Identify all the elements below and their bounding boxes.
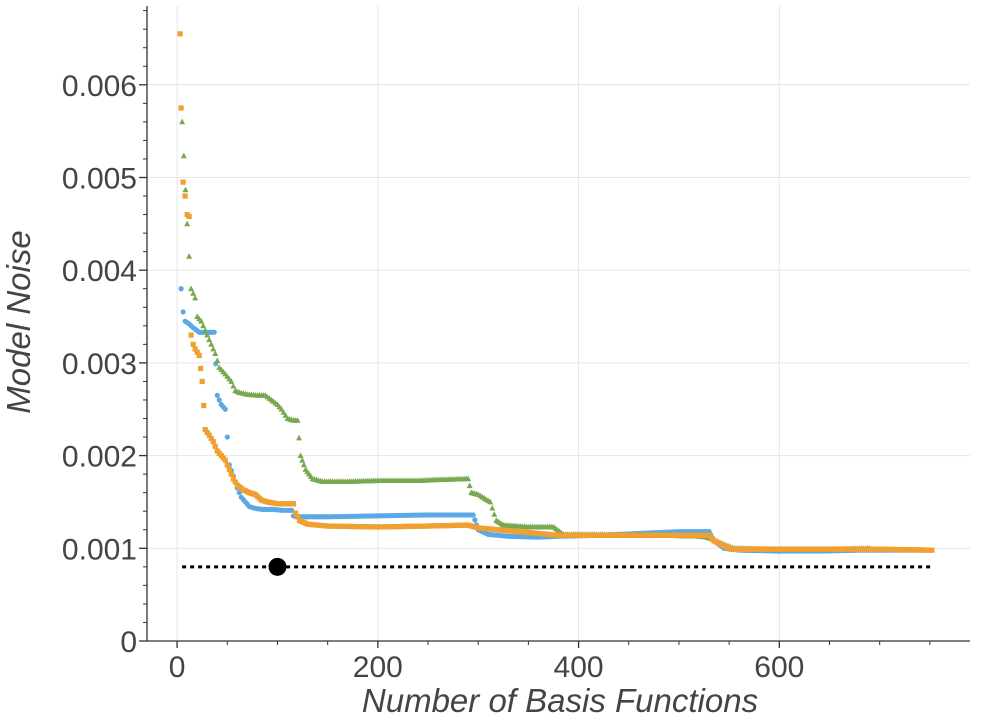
data-point	[210, 439, 216, 445]
data-point	[224, 462, 230, 468]
data-point	[214, 392, 220, 398]
data-point	[192, 294, 199, 301]
ticks: 0 200 400 600 0 0.001 0.002 0.003 0.004 0.005 0.00…	[62, 10, 931, 684]
y-tick-label: 0.003	[62, 348, 137, 381]
y-tick-label: 0.001	[62, 533, 137, 566]
data-point	[226, 466, 232, 473]
data-point	[489, 504, 496, 511]
grid	[147, 6, 970, 641]
data-point	[194, 349, 200, 355]
data-point	[180, 152, 187, 159]
data-point	[202, 327, 209, 333]
data-point	[466, 482, 473, 489]
data-point	[236, 490, 242, 496]
data-point	[232, 479, 238, 485]
data-point	[186, 253, 193, 259]
data-point	[300, 461, 307, 468]
y-tick-label: 0	[120, 626, 137, 659]
data-point	[184, 220, 191, 227]
data-point	[202, 427, 208, 433]
data-point	[470, 512, 476, 518]
y-tick-label: 0.004	[62, 255, 137, 288]
data-point	[200, 322, 207, 329]
data-point	[222, 406, 228, 412]
data-point	[297, 452, 304, 458]
data-point	[199, 378, 205, 385]
y-tick-label: 0.002	[62, 441, 137, 474]
data-point	[190, 341, 196, 347]
x-tick-label: 400	[554, 651, 604, 684]
data-point	[178, 286, 184, 292]
series-1	[179, 118, 873, 552]
data-point	[299, 457, 306, 463]
data-point	[288, 507, 295, 513]
data-point	[188, 332, 194, 338]
data-point	[465, 475, 472, 482]
data-point	[212, 350, 219, 357]
data-point	[196, 352, 202, 359]
data-point	[487, 498, 494, 505]
data-point	[292, 510, 299, 516]
data-point	[214, 357, 221, 363]
data-point	[216, 397, 222, 403]
data-point	[206, 432, 212, 438]
data-point	[294, 417, 301, 423]
data-point	[192, 346, 198, 352]
series-2	[177, 31, 935, 553]
data-point	[211, 329, 217, 335]
data-point	[296, 434, 303, 441]
y-axis-title: Model Noise	[0, 230, 37, 413]
x-axis-title: Number of Basis Functions	[362, 682, 758, 719]
data-point	[178, 105, 184, 111]
data-point	[177, 31, 183, 37]
data-point	[472, 517, 478, 523]
data-point	[186, 213, 192, 220]
y-tick-label: 0.006	[62, 70, 137, 103]
series-4	[268, 557, 287, 576]
data-point	[222, 457, 228, 463]
data-point	[182, 193, 188, 199]
data-point	[491, 511, 498, 517]
data-point	[208, 435, 214, 442]
data-point	[188, 285, 195, 292]
data-point	[180, 309, 186, 315]
data-point	[230, 476, 236, 482]
data-point	[208, 341, 215, 347]
data-point	[201, 402, 207, 409]
highlight-point	[268, 557, 287, 576]
data-point	[204, 429, 210, 436]
x-tick-label: 600	[754, 651, 804, 684]
data-point	[210, 345, 217, 352]
x-tick-label: 0	[169, 651, 186, 684]
data-point	[228, 378, 235, 384]
data-point	[206, 336, 213, 343]
data-point	[180, 179, 186, 185]
data-point	[198, 365, 204, 372]
data-point	[294, 514, 301, 520]
plot-area	[177, 31, 935, 576]
axes	[146, 6, 970, 642]
data-point	[929, 547, 935, 553]
data-point	[190, 290, 197, 296]
data-point	[212, 443, 218, 449]
y-tick-label: 0.005	[62, 162, 137, 195]
data-point	[224, 434, 230, 440]
data-point	[182, 186, 189, 193]
data-point	[179, 118, 186, 125]
data-point	[290, 501, 297, 507]
data-point	[230, 382, 237, 389]
x-tick-label: 200	[353, 651, 403, 684]
data-point	[198, 317, 205, 324]
data-point	[204, 331, 211, 338]
data-point	[228, 471, 234, 477]
